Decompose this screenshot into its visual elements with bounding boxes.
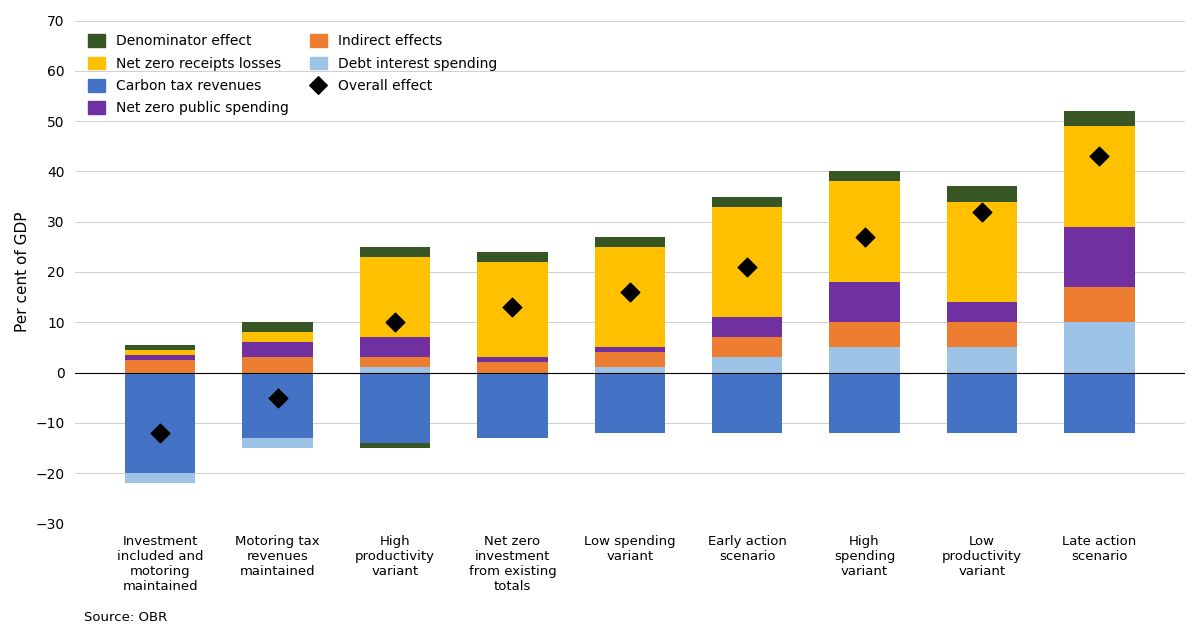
Bar (360, 367, 431, 372)
Bar (829, 171, 900, 181)
Bar (947, 201, 1018, 302)
Bar (360, 443, 431, 448)
Text: Source: OBR: Source: OBR (84, 611, 167, 624)
Bar (947, 347, 1018, 372)
Bar (242, 438, 313, 448)
Bar (712, 337, 782, 357)
Bar (829, 372, 900, 433)
Overall effect (972, 206, 991, 216)
Bar (125, 360, 196, 372)
Y-axis label: Per cent of GDP: Per cent of GDP (14, 212, 30, 332)
Bar (947, 322, 1018, 347)
Bar (478, 372, 547, 438)
Bar (242, 332, 313, 342)
Bar (360, 372, 431, 443)
Bar (242, 357, 313, 372)
Bar (478, 357, 547, 362)
Bar (360, 247, 431, 257)
Bar (1064, 287, 1134, 322)
Overall effect (620, 287, 640, 297)
Bar (1064, 372, 1134, 433)
Overall effect (268, 393, 287, 403)
Bar (1064, 126, 1134, 227)
Bar (712, 196, 782, 206)
Overall effect (854, 232, 874, 242)
Bar (125, 345, 196, 350)
Bar (478, 362, 547, 372)
Bar (125, 355, 196, 360)
Bar (594, 352, 665, 367)
Bar (712, 357, 782, 372)
Bar (1064, 227, 1134, 287)
Bar (712, 317, 782, 337)
Bar (594, 247, 665, 347)
Legend: Denominator effect, Net zero receipts losses, Carbon tax revenues, Net zero publ: Denominator effect, Net zero receipts lo… (82, 28, 504, 122)
Bar (712, 206, 782, 317)
Bar (360, 257, 431, 337)
Bar (829, 181, 900, 282)
Bar (125, 350, 196, 355)
Bar (947, 186, 1018, 201)
Bar (594, 347, 665, 352)
Bar (829, 347, 900, 372)
Overall effect (503, 302, 522, 312)
Bar (594, 372, 665, 433)
Bar (594, 237, 665, 247)
Overall effect (1090, 151, 1109, 161)
Bar (125, 372, 196, 473)
Overall effect (738, 262, 757, 272)
Bar (242, 372, 313, 438)
Bar (829, 282, 900, 322)
Bar (829, 322, 900, 347)
Bar (360, 357, 431, 367)
Bar (242, 342, 313, 357)
Bar (360, 337, 431, 357)
Bar (712, 372, 782, 433)
Overall effect (151, 428, 170, 438)
Bar (947, 372, 1018, 433)
Bar (1064, 322, 1134, 372)
Bar (947, 302, 1018, 322)
Bar (125, 473, 196, 483)
Bar (478, 262, 547, 357)
Bar (242, 322, 313, 332)
Bar (478, 252, 547, 262)
Bar (594, 367, 665, 372)
Bar (1064, 111, 1134, 126)
Overall effect (385, 317, 404, 327)
